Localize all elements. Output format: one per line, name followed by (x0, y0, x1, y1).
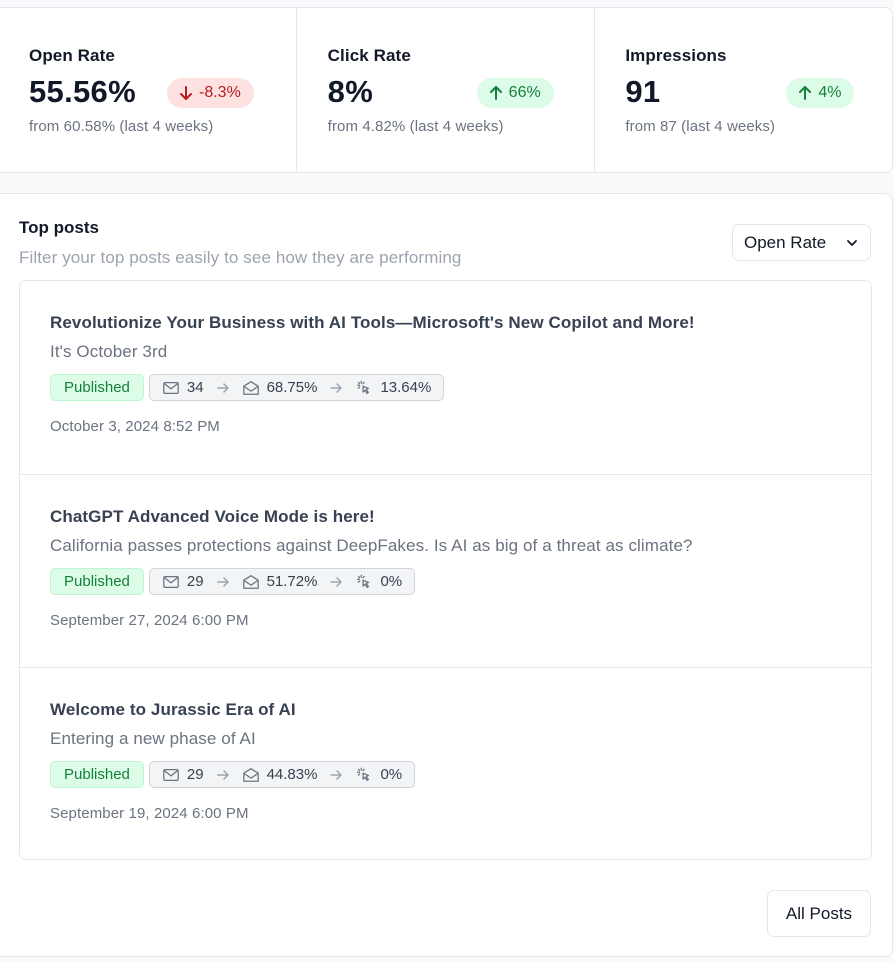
recipients-count: 34 (186, 379, 204, 396)
status-badge: Published (50, 374, 144, 401)
section-title: Top posts (19, 218, 99, 237)
arrow-right-icon (216, 575, 230, 589)
stat-comparison: from 4.82% (last 4 weeks) (327, 118, 504, 135)
stat-label: Click Rate (327, 46, 411, 65)
click-rate: 13.64% (380, 379, 432, 396)
post-title[interactable]: Revolutionize Your Business with AI Tool… (50, 313, 695, 332)
open-rate: 68.75% (266, 379, 318, 396)
status-badge: Published (50, 568, 144, 595)
mail-open-icon (242, 767, 259, 782)
post-title[interactable]: ChatGPT Advanced Voice Mode is here! (50, 507, 375, 526)
post-item[interactable]: ChatGPT Advanced Voice Mode is here! Cal… (20, 474, 871, 667)
post-title[interactable]: Welcome to Jurassic Era of AI (50, 700, 296, 719)
arrow-right-icon (216, 381, 230, 395)
mail-icon (163, 381, 179, 394)
stat-impressions: Impressions 91 4% from 87 (last 4 weeks) (594, 8, 892, 172)
stat-value: 91 (625, 74, 661, 109)
stat-comparison: from 87 (last 4 weeks) (625, 118, 776, 135)
top-posts-card: Top posts Filter your top posts easily t… (0, 193, 893, 957)
arrow-right-icon (216, 768, 230, 782)
change-value: 66% (508, 84, 541, 101)
post-date: September 27, 2024 6:00 PM (50, 612, 249, 629)
stat-value: 8% (327, 74, 374, 109)
arrow-down-icon (180, 86, 192, 100)
change-value: 4% (818, 84, 842, 101)
arrow-right-icon (329, 768, 343, 782)
post-date: October 3, 2024 8:52 PM (50, 418, 220, 435)
post-metrics: 29 44.83% 0% (148, 761, 416, 788)
stat-label: Open Rate (29, 46, 115, 65)
change-badge: -8.3% (167, 78, 254, 108)
sort-filter-value: Open Rate (744, 232, 827, 252)
posts-list: Revolutionize Your Business with AI Tool… (19, 280, 872, 860)
stat-label: Impressions (625, 46, 727, 65)
post-subtitle: Entering a new phase of AI (50, 729, 256, 748)
mail-icon (163, 575, 179, 588)
all-posts-button[interactable]: All Posts (767, 890, 871, 937)
mail-open-icon (242, 380, 259, 395)
post-date: September 19, 2024 6:00 PM (50, 805, 249, 822)
stat-comparison: from 60.58% (last 4 weeks) (29, 118, 214, 135)
sort-filter-select[interactable]: Open Rate (732, 224, 871, 261)
post-subtitle: It's October 3rd (50, 342, 168, 361)
section-subtitle: Filter your top posts easily to see how … (19, 248, 462, 267)
mail-open-icon (242, 574, 259, 589)
arrow-up-icon (489, 86, 502, 100)
post-item[interactable]: Welcome to Jurassic Era of AI Entering a… (20, 667, 871, 859)
change-badge: 66% (476, 78, 554, 108)
change-badge: 4% (786, 78, 855, 108)
cursor-click-icon (357, 380, 370, 394)
click-rate: 0% (380, 573, 403, 590)
post-meta: Published 29 51.72% 0% (50, 568, 871, 595)
arrow-right-icon (329, 381, 343, 395)
recipients-count: 29 (186, 766, 204, 783)
cursor-click-icon (357, 767, 370, 781)
chevron-down-icon (847, 239, 857, 246)
open-rate: 44.83% (266, 766, 318, 783)
mail-icon (163, 768, 179, 781)
status-badge: Published (50, 761, 144, 788)
post-meta: Published 29 44.83% 0% (50, 761, 871, 788)
click-rate: 0% (380, 766, 403, 783)
stat-open-rate: Open Rate 55.56% -8.3% from 60.58% (last… (0, 8, 296, 172)
post-meta: Published 34 68.75% 13.64% (50, 374, 871, 401)
stat-click-rate: Click Rate 8% 66% from 4.82% (last 4 wee… (295, 8, 595, 172)
post-subtitle: California passes protections against De… (50, 536, 693, 555)
post-item[interactable]: Revolutionize Your Business with AI Tool… (20, 281, 871, 474)
post-metrics: 29 51.72% 0% (148, 568, 416, 595)
arrow-up-icon (799, 86, 812, 100)
cursor-click-icon (357, 574, 370, 588)
arrow-right-icon (329, 575, 343, 589)
stats-card: Open Rate 55.56% -8.3% from 60.58% (last… (0, 7, 893, 173)
recipients-count: 29 (186, 573, 204, 590)
change-value: -8.3% (199, 84, 241, 101)
open-rate: 51.72% (266, 573, 318, 590)
stat-value: 55.56% (29, 74, 136, 109)
post-metrics: 34 68.75% 13.64% (148, 374, 445, 401)
